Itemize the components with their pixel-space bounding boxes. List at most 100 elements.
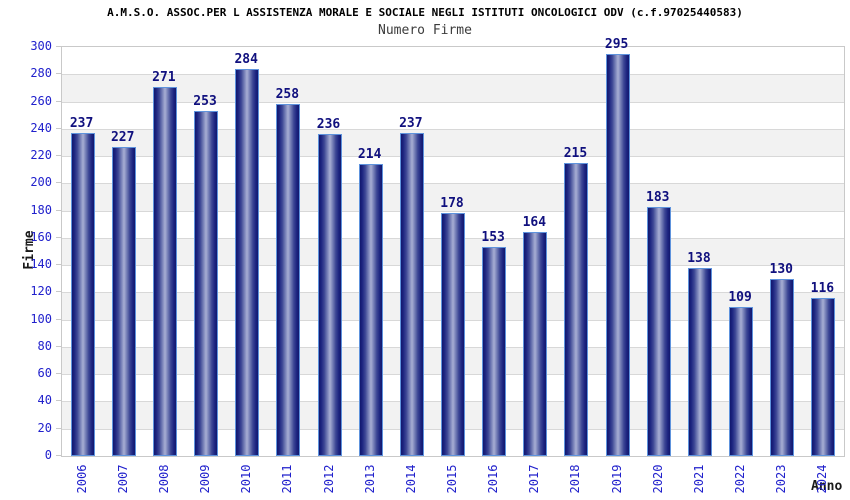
bar-2023 [770, 278, 795, 456]
x-tick-label-2006: 2006 [74, 464, 89, 494]
bar-2013 [358, 164, 383, 456]
bar-value-label: 130 [769, 261, 793, 277]
bar-2015 [441, 213, 465, 456]
x-tick-label-2017: 2017 [527, 464, 542, 494]
y-tick-mark [56, 318, 61, 320]
x-axis-title: Anno [811, 479, 843, 494]
y-tick-mark [56, 427, 61, 429]
bar-value-label: 271 [152, 69, 176, 85]
y-tick-label: 100 [30, 311, 52, 326]
gridline [62, 210, 844, 212]
bar-value-label: 295 [604, 36, 629, 52]
x-tick-label-2011: 2011 [280, 464, 295, 494]
bar-2009 [194, 111, 219, 456]
y-tick-mark [56, 264, 61, 266]
bar-value-label: 183 [646, 189, 670, 205]
bar-value-label: 258 [275, 87, 300, 103]
bar-value-label: 109 [728, 290, 752, 306]
y-tick-label: 300 [30, 39, 52, 53]
bar-2019 [605, 53, 630, 456]
chart-subtitle: Numero Firme [378, 23, 472, 38]
bar-2021 [687, 267, 712, 456]
y-tick-mark [56, 127, 61, 129]
plot-stripe-band [62, 128, 844, 157]
bar-2017 [523, 232, 548, 456]
gridline [62, 101, 844, 103]
x-tick-label-2016: 2016 [486, 464, 501, 494]
plot-stripe-band [62, 101, 844, 129]
bar-value-label: 215 [563, 145, 588, 161]
y-tick-mark [56, 100, 61, 102]
x-tick-label-2009: 2009 [198, 464, 213, 494]
y-tick-label: 240 [30, 120, 52, 135]
bar-value-label: 164 [522, 215, 547, 231]
x-tick-label-2020: 2020 [650, 464, 665, 494]
bar-value-label: 253 [193, 94, 217, 110]
y-tick-label: 80 [37, 338, 52, 353]
gridline [62, 128, 844, 130]
bar-2014 [399, 132, 424, 456]
y-tick-mark [56, 182, 61, 184]
bar-2020 [646, 206, 671, 456]
x-tick-label-2015: 2015 [445, 464, 459, 494]
y-tick-label: 160 [30, 229, 52, 244]
x-tick-label-2021: 2021 [691, 464, 706, 494]
y-tick-label: 220 [30, 148, 52, 163]
plot-stripe-band [62, 47, 844, 75]
y-tick-label: 260 [30, 93, 52, 108]
y-tick-label: 0 [44, 448, 52, 462]
bar-value-label: 138 [687, 250, 711, 266]
y-tick-label: 120 [30, 284, 52, 299]
y-tick-mark [56, 373, 61, 375]
bar-2022 [729, 307, 754, 456]
bar-value-label: 237 [399, 115, 423, 131]
bar-value-label: 153 [481, 230, 505, 246]
bar-value-label: 214 [357, 147, 382, 163]
bar-value-label: 236 [316, 117, 341, 133]
x-tick-label-2023: 2023 [774, 464, 789, 494]
bar-value-label: 116 [810, 280, 835, 296]
plot-stripe-band [62, 156, 844, 184]
x-tick-label-2008: 2008 [156, 464, 171, 494]
chart-title: A.M.S.O. ASSOC.PER L ASSISTENZA MORALE E… [107, 6, 743, 19]
x-tick-label-2012: 2012 [321, 464, 336, 494]
bar-2012 [317, 134, 342, 456]
x-tick-label-2014: 2014 [403, 464, 418, 494]
gridline [62, 183, 844, 185]
y-tick-mark [56, 345, 61, 347]
y-tick-label: 180 [30, 202, 52, 217]
x-tick-label-2013: 2013 [362, 464, 377, 494]
bar-value-label: 284 [234, 51, 258, 67]
y-tick-label: 20 [37, 420, 52, 435]
x-tick-label-2022: 2022 [733, 464, 748, 494]
y-tick-mark [56, 291, 61, 293]
y-tick-mark [56, 209, 61, 211]
y-tick-mark [56, 400, 61, 402]
x-tick-label-2007: 2007 [115, 464, 130, 494]
gridline [62, 74, 844, 76]
y-tick-label: 140 [30, 257, 52, 272]
x-tick-label-2018: 2018 [568, 464, 583, 494]
y-tick-label: 200 [30, 175, 52, 190]
y-tick-mark [56, 155, 61, 157]
y-tick-label: 280 [30, 66, 52, 81]
bar-2007 [111, 146, 136, 456]
bar-value-label: 237 [69, 115, 94, 131]
y-tick-mark [56, 46, 61, 47]
plot-area [61, 46, 845, 457]
bar-value-label: 227 [110, 129, 135, 145]
x-tick-label-2010: 2010 [239, 464, 254, 494]
y-tick-mark [56, 455, 61, 456]
y-tick-label: 40 [37, 393, 52, 408]
bar-value-label: 178 [440, 196, 464, 212]
x-tick-label-2024: 2024 [815, 464, 830, 494]
y-tick-mark [56, 236, 61, 238]
bar-2006 [70, 132, 95, 456]
bar-2016 [482, 247, 507, 456]
x-tick-label-2019: 2019 [609, 464, 624, 494]
plot-stripe-band [62, 74, 844, 102]
bar-2008 [152, 86, 177, 456]
y-tick-mark [56, 73, 61, 75]
bar-2018 [564, 162, 589, 456]
